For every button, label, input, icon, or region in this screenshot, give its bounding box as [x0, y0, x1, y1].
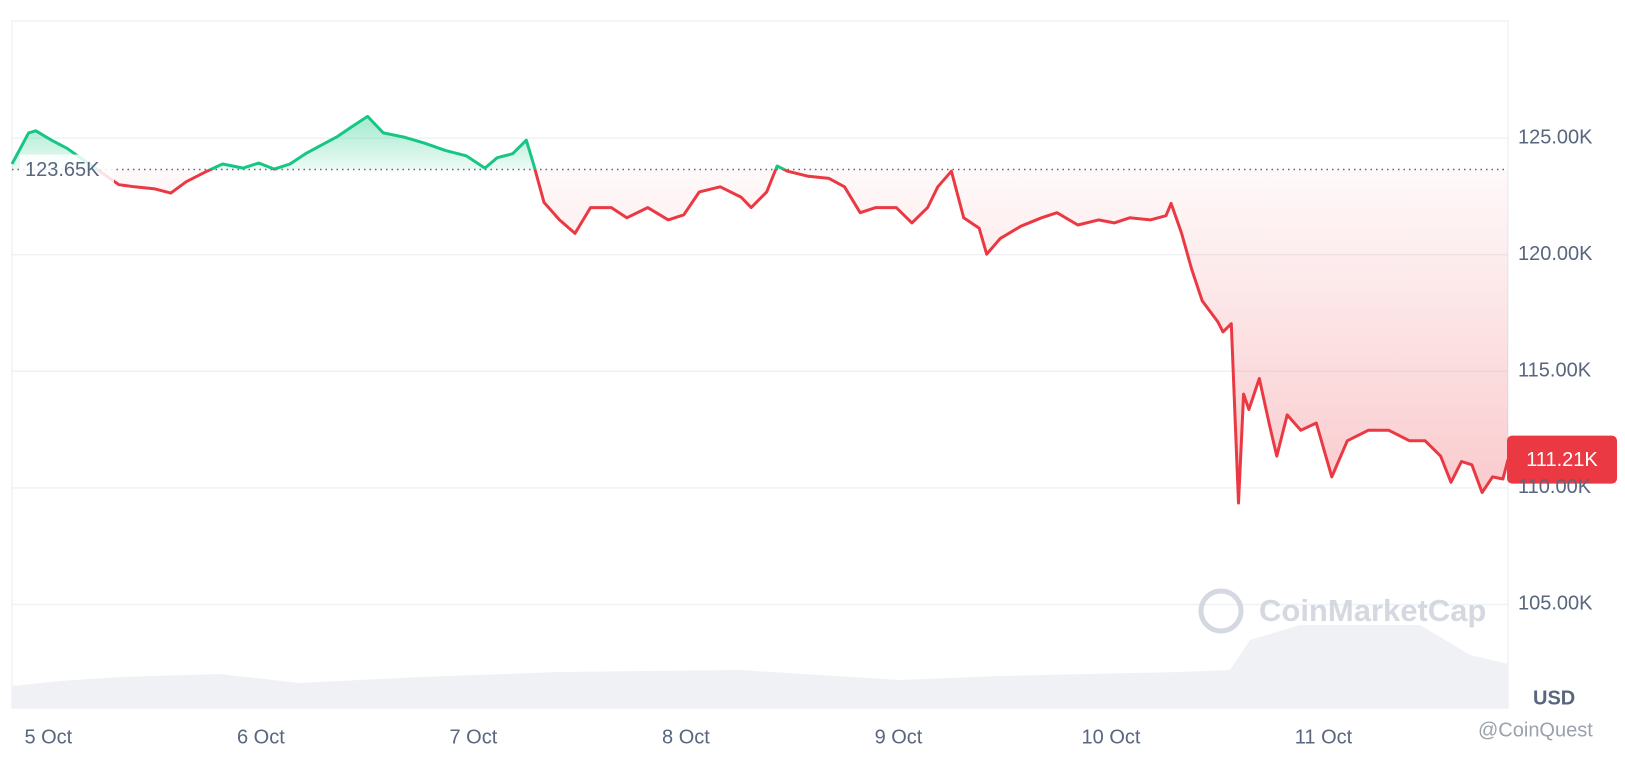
- x-tick-label: 6 Oct: [237, 726, 285, 748]
- current-price-marker: [1507, 435, 1617, 484]
- y-tick-label: 120.00K: [1518, 243, 1593, 265]
- x-tick-label: 8 Oct: [662, 726, 710, 748]
- volume-area: [12, 625, 1508, 708]
- watermark: CoinMarketCap: [1259, 593, 1486, 628]
- y-tick-label: 115.00K: [1518, 360, 1592, 382]
- y-tick-label: 125.00K: [1518, 126, 1593, 148]
- y-tick-label: 105.00K: [1518, 593, 1593, 615]
- baseline-label: 123.65K: [25, 159, 100, 181]
- watermark-logo: [1198, 588, 1244, 634]
- y-tick-label: 110.00K: [1518, 476, 1592, 498]
- price-line: [10, 114, 1510, 505]
- current-price-label: 111.21K: [1526, 449, 1598, 471]
- x-tick-label: 5 Oct: [24, 726, 72, 748]
- x-tick-label: 10 Oct: [1082, 726, 1141, 748]
- baseline-label-bg: [20, 154, 114, 183]
- x-tick-label: 7 Oct: [450, 726, 498, 748]
- x-tick-label: 11 Oct: [1295, 726, 1353, 748]
- credit: @CoinQuest: [1478, 719, 1593, 741]
- y-unit: USD: [1533, 687, 1575, 709]
- x-tick-label: 9 Oct: [875, 726, 923, 748]
- price-area: [12, 116, 1508, 504]
